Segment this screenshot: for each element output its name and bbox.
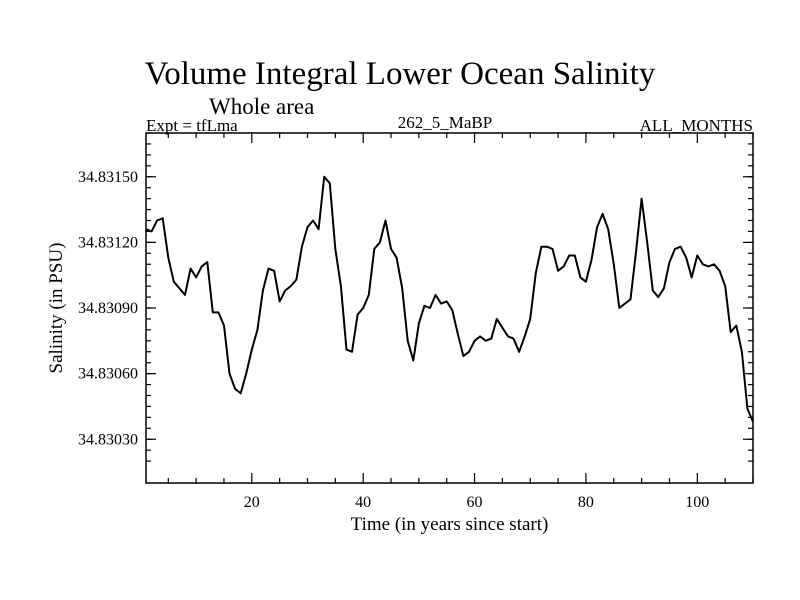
chart-subtitle: Whole area bbox=[209, 94, 315, 119]
months-label: ALL_MONTHS bbox=[639, 116, 753, 135]
y-tick-label: 34.83120 bbox=[78, 234, 138, 251]
x-tick-label: 60 bbox=[467, 494, 483, 511]
run-label: 262_5_MaBP bbox=[397, 113, 493, 132]
y-tick-label: 34.83030 bbox=[78, 431, 138, 448]
plot-frame bbox=[145, 132, 754, 484]
y-tick-label: 34.83060 bbox=[78, 366, 138, 383]
x-tick-label: 40 bbox=[355, 494, 371, 511]
x-tick-label: 80 bbox=[578, 494, 594, 511]
experiment-label: Expt = tfLma bbox=[146, 116, 238, 135]
x-tick-label: 20 bbox=[244, 494, 260, 511]
y-tick-label: 34.83090 bbox=[78, 300, 138, 317]
y-tick-label: 34.83150 bbox=[78, 169, 138, 186]
x-axis-label: Time (in years since start) bbox=[351, 514, 549, 535]
chart-title: Volume Integral Lower Ocean Salinity bbox=[144, 56, 656, 92]
x-tick-label: 100 bbox=[685, 494, 709, 511]
series-line-salinity bbox=[145, 175, 754, 423]
y-axis-label: Salinity (in PSU) bbox=[46, 243, 67, 374]
